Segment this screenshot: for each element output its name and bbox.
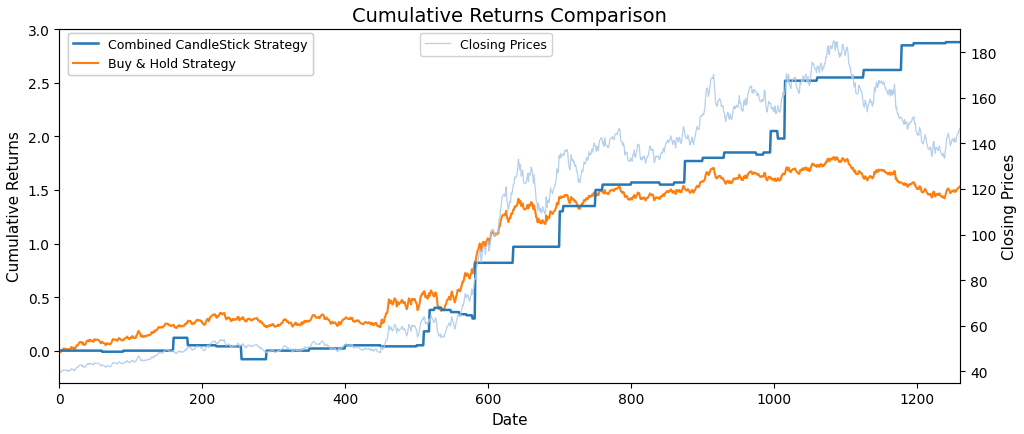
Buy & Hold Strategy — [534, 220, 546, 226]
Buy & Hold Strategy — [53, 348, 66, 353]
Buy & Hold Strategy — [779, 171, 792, 176]
Legend: Combined CandleStick Strategy, Buy & Hold Strategy: Combined CandleStick Strategy, Buy & Hol… — [69, 34, 312, 76]
Closing Prices — [534, 209, 546, 214]
Combined CandleStick Strategy — [534, 245, 546, 250]
Buy & Hold Strategy — [273, 323, 286, 328]
Closing Prices — [670, 146, 682, 151]
Closing Prices — [779, 88, 792, 93]
Closing Prices — [53, 369, 66, 374]
Closing Prices — [690, 128, 702, 133]
Combined CandleStick Strategy — [670, 181, 682, 186]
Buy & Hold Strategy — [953, 185, 966, 190]
Line: Closing Prices: Closing Prices — [59, 42, 959, 372]
Combined CandleStick Strategy — [953, 40, 966, 46]
Buy & Hold Strategy — [186, 321, 199, 326]
Combined CandleStick Strategy — [236, 357, 248, 362]
Combined CandleStick Strategy — [690, 159, 702, 164]
Y-axis label: Cumulative Returns: Cumulative Returns — [7, 132, 22, 282]
Buy & Hold Strategy — [827, 155, 840, 160]
Closing Prices — [953, 127, 966, 132]
Combined CandleStick Strategy — [186, 343, 199, 348]
Buy & Hold Strategy — [670, 192, 682, 197]
Combined CandleStick Strategy — [53, 348, 66, 353]
Title: Cumulative Returns Comparison: Cumulative Returns Comparison — [352, 7, 668, 26]
Line: Buy & Hold Strategy: Buy & Hold Strategy — [59, 158, 959, 352]
Closing Prices — [54, 370, 67, 375]
Closing Prices — [186, 347, 199, 352]
Legend: Closing Prices: Closing Prices — [420, 34, 552, 57]
Combined CandleStick Strategy — [940, 40, 952, 46]
Combined CandleStick Strategy — [779, 79, 792, 84]
X-axis label: Date: Date — [492, 412, 528, 427]
Line: Combined CandleStick Strategy: Combined CandleStick Strategy — [59, 43, 959, 359]
Buy & Hold Strategy — [690, 185, 702, 190]
Closing Prices — [827, 39, 840, 44]
Closing Prices — [273, 349, 286, 354]
Y-axis label: Closing Prices: Closing Prices — [1002, 154, 1017, 260]
Combined CandleStick Strategy — [273, 348, 286, 353]
Buy & Hold Strategy — [54, 350, 67, 355]
